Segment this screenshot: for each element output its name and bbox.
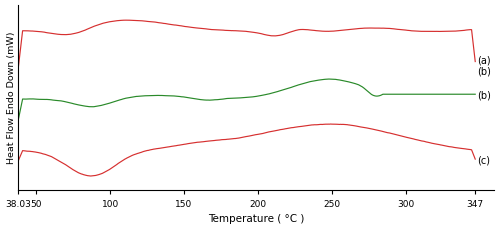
Y-axis label: Heat Flow Endo Down (mW): Heat Flow Endo Down (mW) xyxy=(6,32,16,164)
Text: (b): (b) xyxy=(476,90,490,100)
Text: (a): (a) xyxy=(476,56,490,65)
X-axis label: Temperature ( °C ): Temperature ( °C ) xyxy=(208,213,304,224)
Text: (b): (b) xyxy=(476,67,490,76)
Text: (c): (c) xyxy=(476,154,490,164)
